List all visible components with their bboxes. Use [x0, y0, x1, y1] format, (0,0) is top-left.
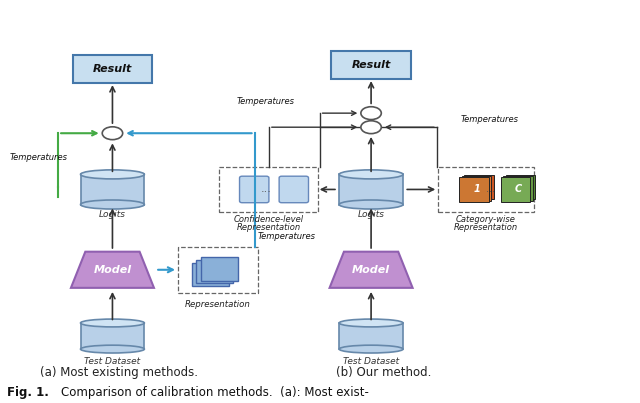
- Text: Result: Result: [351, 60, 391, 70]
- Ellipse shape: [339, 345, 403, 353]
- Text: 1: 1: [473, 184, 480, 194]
- Text: (a) Most existing methods.: (a) Most existing methods.: [40, 366, 198, 379]
- FancyBboxPatch shape: [279, 176, 308, 203]
- Text: ...: ...: [260, 185, 271, 195]
- Text: Representation: Representation: [185, 300, 251, 309]
- Circle shape: [361, 107, 381, 120]
- Bar: [81, 323, 145, 349]
- FancyBboxPatch shape: [503, 176, 532, 201]
- Text: ...: ...: [486, 185, 495, 195]
- Text: Test Dataset: Test Dataset: [84, 357, 141, 366]
- Polygon shape: [71, 252, 154, 288]
- Bar: [81, 174, 145, 204]
- Text: Logits: Logits: [358, 210, 385, 219]
- Ellipse shape: [339, 170, 403, 179]
- Text: Temperatures: Temperatures: [237, 97, 294, 106]
- Text: Logits: Logits: [99, 210, 126, 219]
- Text: Category-wise: Category-wise: [456, 215, 516, 224]
- FancyBboxPatch shape: [506, 174, 535, 199]
- Text: Model: Model: [352, 265, 390, 275]
- Text: Temperatures: Temperatures: [258, 232, 316, 241]
- Text: (b) Our method.: (b) Our method.: [336, 366, 431, 379]
- FancyBboxPatch shape: [465, 174, 493, 199]
- Circle shape: [361, 121, 381, 134]
- FancyBboxPatch shape: [331, 51, 411, 79]
- Text: Temperatures: Temperatures: [10, 153, 68, 162]
- Bar: [339, 174, 403, 204]
- FancyBboxPatch shape: [72, 55, 152, 83]
- Text: Representation: Representation: [237, 223, 301, 232]
- Circle shape: [102, 127, 123, 140]
- Ellipse shape: [81, 319, 145, 327]
- FancyBboxPatch shape: [220, 167, 319, 212]
- Ellipse shape: [339, 319, 403, 327]
- Ellipse shape: [81, 200, 145, 209]
- FancyBboxPatch shape: [200, 258, 237, 280]
- FancyBboxPatch shape: [192, 262, 229, 286]
- FancyBboxPatch shape: [178, 247, 258, 293]
- Text: Comparison of calibration methods.  (a): Most exist-: Comparison of calibration methods. (a): …: [61, 386, 369, 399]
- Text: Test Dataset: Test Dataset: [343, 357, 399, 366]
- Bar: [339, 323, 403, 349]
- Text: C: C: [515, 184, 522, 194]
- Ellipse shape: [81, 345, 145, 353]
- Polygon shape: [330, 252, 413, 288]
- FancyBboxPatch shape: [462, 176, 491, 201]
- Ellipse shape: [339, 200, 403, 209]
- Text: Confidence-level: Confidence-level: [234, 215, 304, 224]
- FancyBboxPatch shape: [438, 167, 534, 212]
- Text: Result: Result: [93, 64, 132, 74]
- FancyBboxPatch shape: [239, 176, 269, 203]
- Ellipse shape: [81, 170, 145, 179]
- Text: Temperatures: Temperatures: [460, 116, 518, 125]
- FancyBboxPatch shape: [500, 177, 530, 202]
- FancyBboxPatch shape: [460, 177, 488, 202]
- Text: Representation: Representation: [454, 223, 518, 232]
- Text: Fig. 1.: Fig. 1.: [7, 386, 49, 399]
- FancyBboxPatch shape: [196, 260, 233, 283]
- Text: Model: Model: [93, 265, 131, 275]
